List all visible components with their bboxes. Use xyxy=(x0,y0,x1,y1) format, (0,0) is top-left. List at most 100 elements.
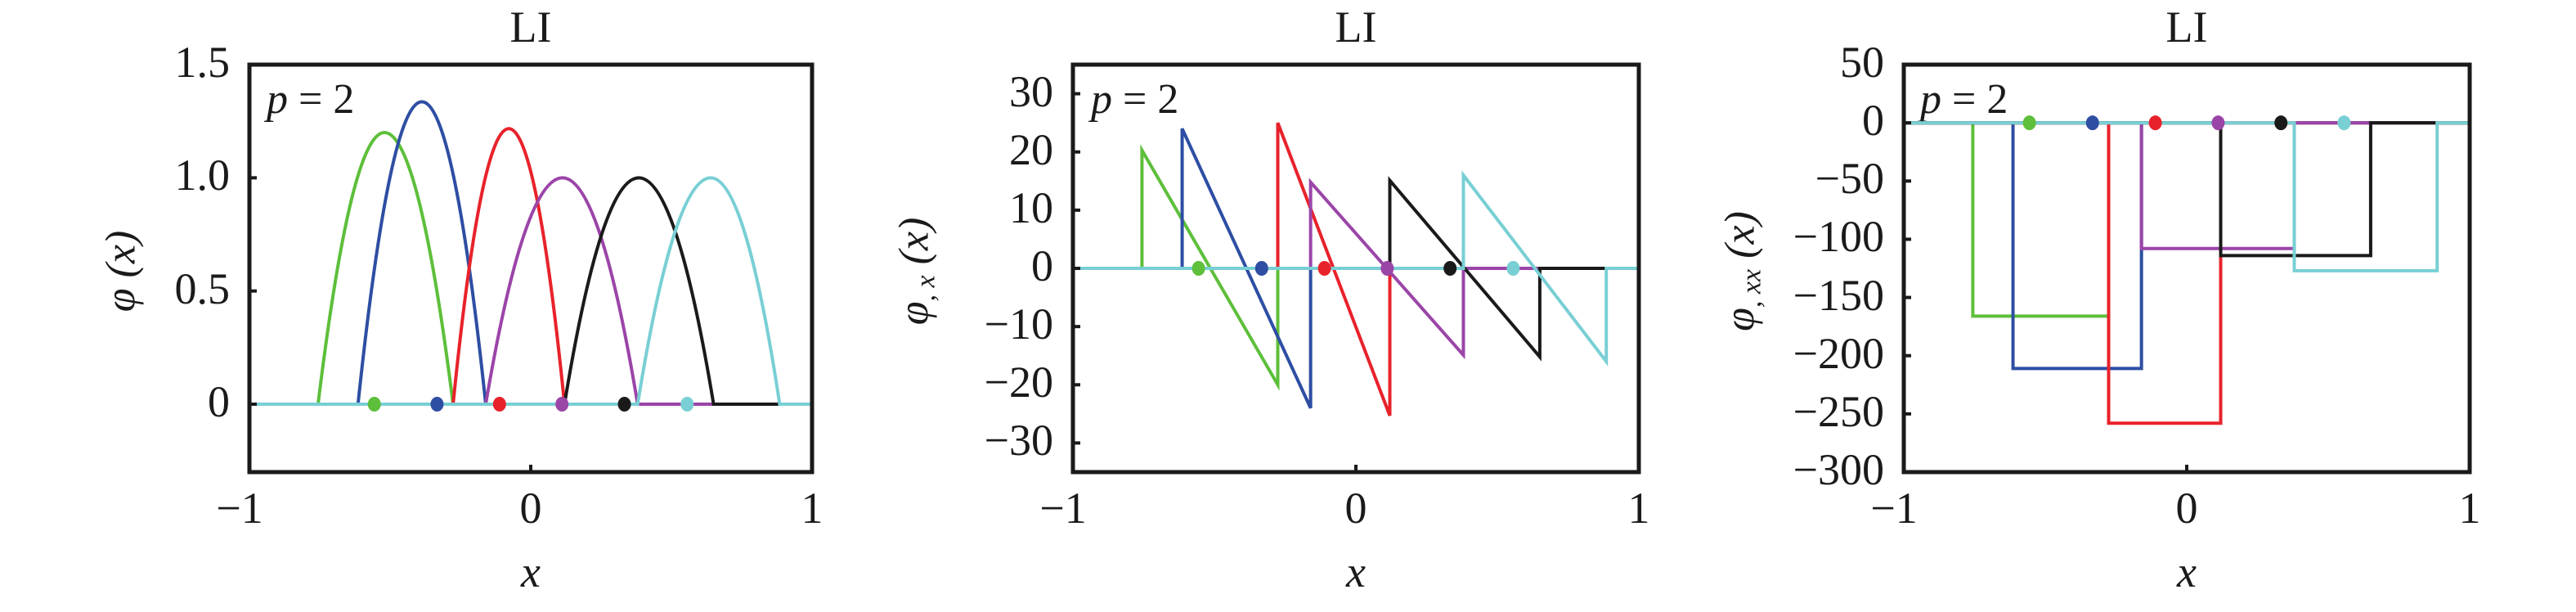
series-node-4 xyxy=(1904,121,2470,250)
x-tick-label: 1 xyxy=(2458,484,2481,533)
x-axis-label: x xyxy=(2177,547,2197,596)
annotation-p: p = 2 xyxy=(1091,75,1178,124)
annotation-variable: p xyxy=(1091,76,1112,123)
node-marker xyxy=(367,397,381,412)
node-marker xyxy=(680,397,694,412)
node-marker xyxy=(1443,261,1457,276)
series-line xyxy=(249,130,812,406)
y-tick-label: −20 xyxy=(984,358,1053,407)
series-group xyxy=(249,100,812,406)
y-tick-label: 20 xyxy=(1009,124,1053,174)
plot-area xyxy=(1070,62,1641,475)
x-tick-label: 1 xyxy=(1627,484,1650,533)
panel-title: LI xyxy=(1335,2,1377,52)
series-line xyxy=(249,176,812,406)
plot-area xyxy=(1901,62,2472,475)
panel-phi: LI φ (x) x p = 2 0 0.5 1.0 1.5 −1 0 1 xyxy=(0,0,859,612)
x-tick-label: −1 xyxy=(1870,484,1918,533)
node-marker xyxy=(2211,115,2225,131)
panel-phi-xx: LI φ, xx (x) x p = 2 −300 −250 −200 −150 −10… xyxy=(1652,0,2576,612)
x-tick-label: 1 xyxy=(801,484,824,533)
y-tick-label: −200 xyxy=(1793,328,1884,378)
node-markers xyxy=(2022,115,2351,131)
y-tick-label: 1.5 xyxy=(174,38,231,87)
node-markers xyxy=(367,397,694,412)
x-axis-label: x xyxy=(1346,547,1366,596)
node-marker xyxy=(492,397,506,412)
series-line xyxy=(1904,121,2470,258)
series-group xyxy=(1904,121,2470,425)
node-markers xyxy=(1192,261,1520,276)
series-line xyxy=(1904,121,2470,318)
x-tick-label: 0 xyxy=(519,484,542,533)
x-axis-label: x xyxy=(521,547,541,596)
y-tick-label: 50 xyxy=(1840,38,1884,87)
series-node-2 xyxy=(1904,121,2470,371)
series-node-6 xyxy=(249,176,812,406)
node-marker xyxy=(2337,115,2351,131)
node-marker xyxy=(430,397,444,412)
y-tick-label: 0 xyxy=(1862,96,1884,146)
y-tick-label: −100 xyxy=(1793,212,1884,262)
annotation-value: = 2 xyxy=(1112,76,1179,123)
series-node-5 xyxy=(249,176,812,406)
y-tick-label: 0 xyxy=(1031,241,1053,290)
node-marker xyxy=(1380,261,1394,276)
y-tick-label: −150 xyxy=(1793,270,1884,320)
annotation-variable: p xyxy=(267,76,288,123)
y-tick-label: −30 xyxy=(984,416,1053,466)
series-line xyxy=(1904,121,2470,272)
node-marker xyxy=(617,397,631,412)
series-node-1 xyxy=(1904,121,2470,318)
node-marker xyxy=(2148,115,2162,131)
series-node-5 xyxy=(1904,121,2470,258)
y-tick-label: 1.0 xyxy=(174,151,231,200)
annotation-value: = 2 xyxy=(1941,76,2008,123)
series-line xyxy=(249,100,812,406)
node-marker xyxy=(1506,261,1520,276)
series-line xyxy=(249,176,812,406)
series-node-6 xyxy=(1073,170,1639,367)
series-line xyxy=(249,176,812,406)
node-marker xyxy=(1254,261,1268,276)
node-marker xyxy=(2274,115,2288,131)
y-tick-label: 10 xyxy=(1009,182,1053,232)
annotation-value: = 2 xyxy=(288,76,355,123)
y-tick-label: −10 xyxy=(984,299,1053,349)
series-node-2 xyxy=(249,100,812,406)
node-marker xyxy=(2022,115,2036,131)
x-tick-label: −1 xyxy=(1039,484,1087,533)
series-line xyxy=(1904,121,2470,250)
y-tick-label: −50 xyxy=(1815,154,1884,204)
series-node-4 xyxy=(249,176,812,406)
node-marker xyxy=(1192,261,1205,276)
annotation-p: p = 2 xyxy=(267,75,354,124)
series-group xyxy=(1073,122,1639,416)
series-line xyxy=(249,127,812,406)
x-tick-label: 0 xyxy=(1344,484,1367,533)
node-marker xyxy=(2085,115,2099,131)
panel-title: LI xyxy=(2165,2,2208,52)
panel-phi-x: LI φ, x (x) x p = 2 −30 −20 −10 0 10 20 30 −1 0… xyxy=(824,0,1683,612)
node-marker xyxy=(555,397,569,412)
annotation-variable: p xyxy=(1920,76,1941,123)
series-node-6 xyxy=(1904,121,2470,272)
series-line xyxy=(1904,121,2470,425)
series-node-3 xyxy=(249,127,812,406)
axes-frame xyxy=(247,62,815,475)
y-tick-label: 0 xyxy=(208,377,230,426)
x-tick-label: −1 xyxy=(216,484,263,533)
y-tick-label: −250 xyxy=(1793,386,1884,436)
y-tick-label: 30 xyxy=(1009,66,1053,116)
annotation-p: p = 2 xyxy=(1920,75,2008,124)
x-tick-label: 0 xyxy=(2175,484,2198,533)
series-node-3 xyxy=(1904,121,2470,425)
y-tick-label: 0.5 xyxy=(174,263,231,313)
axes-frame xyxy=(1901,62,2472,475)
series-line xyxy=(1073,170,1639,367)
series-node-1 xyxy=(249,130,812,406)
series-line xyxy=(1904,121,2470,371)
node-marker xyxy=(1317,261,1331,276)
panel-title: LI xyxy=(509,2,552,52)
plot-area xyxy=(247,62,815,475)
